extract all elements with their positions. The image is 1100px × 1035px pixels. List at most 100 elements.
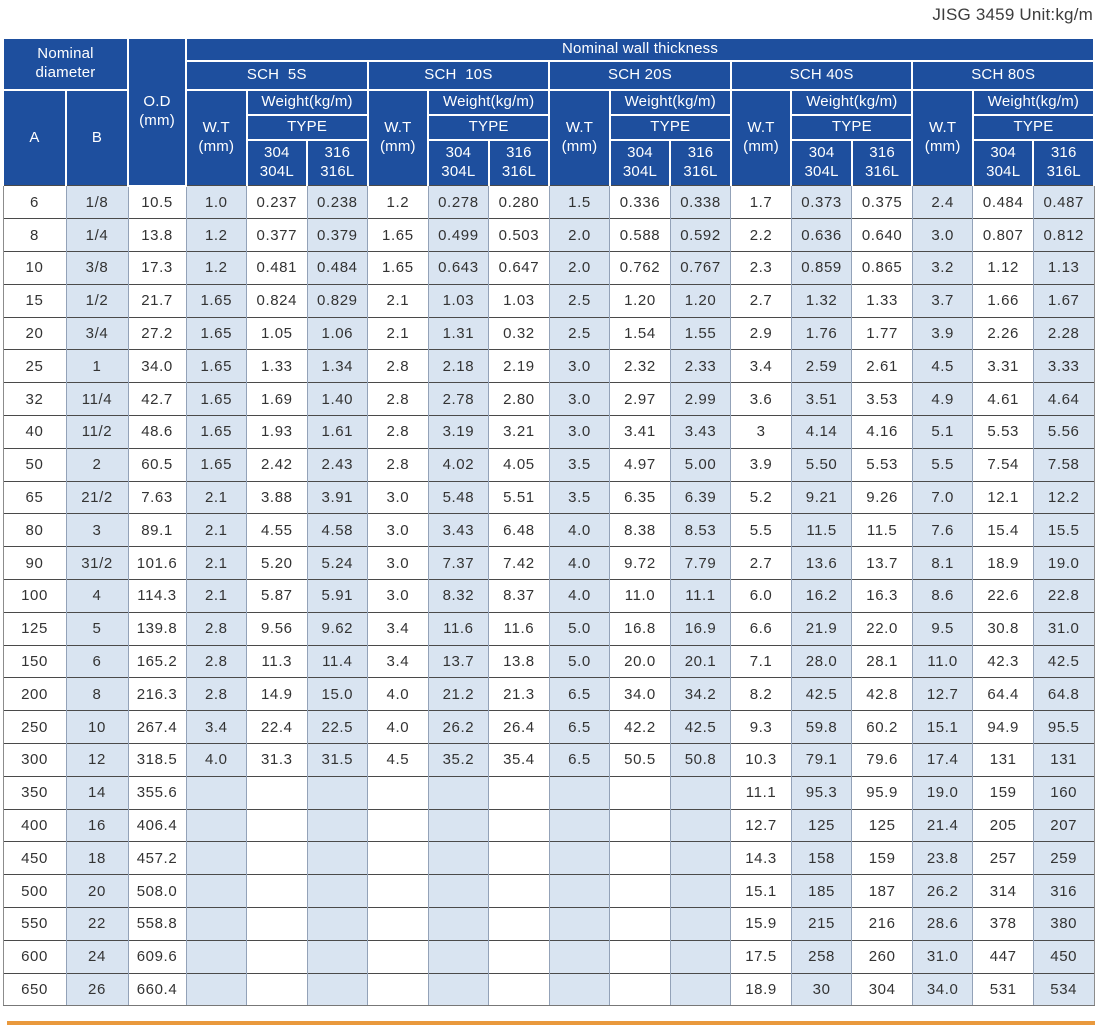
cell: 12.7 xyxy=(911,677,974,711)
cell: 139.8 xyxy=(127,611,187,646)
cell xyxy=(669,874,732,908)
cell: 2.3 xyxy=(730,251,792,285)
cell: 2.1 xyxy=(367,316,429,350)
cell: 15.0 xyxy=(306,677,369,711)
cell xyxy=(246,972,308,1007)
cell: 125 xyxy=(851,808,913,842)
cell: 1.31 xyxy=(427,316,490,350)
cell: 7.58 xyxy=(1032,447,1095,482)
cell: 1/2 xyxy=(65,283,129,318)
cell: 11.6 xyxy=(488,611,550,646)
cell: 131 xyxy=(1032,743,1095,777)
cell: 450 xyxy=(2,841,67,875)
cell: 216 xyxy=(851,907,913,941)
cell: 660.4 xyxy=(127,972,187,1007)
cell: 2.8 xyxy=(367,349,429,383)
cell: 2.5 xyxy=(548,283,611,318)
header-316-20s: 316 316L xyxy=(669,139,732,186)
header-col-a: A xyxy=(2,89,67,186)
cell: 10.3 xyxy=(730,743,792,777)
cell: 13.8 xyxy=(127,218,187,252)
cell: 457.2 xyxy=(127,841,187,875)
cell: 259 xyxy=(1032,841,1095,875)
cell: 19.0 xyxy=(1032,546,1095,580)
cell: 2.8 xyxy=(367,447,429,482)
table-row: 8 1/4 13.8 1.2 0.377 0.379 1.65 0.499 0.503 2.0 0.… xyxy=(2,218,1095,252)
cell xyxy=(246,874,308,908)
cell: 205 xyxy=(972,808,1034,842)
cell: 3/4 xyxy=(65,316,129,350)
header-wt-40s: W.T (mm) xyxy=(729,89,793,186)
cell: 131 xyxy=(972,743,1034,777)
cell: 22.0 xyxy=(851,611,913,646)
table-row: 20 3/4 27.2 1.65 1.05 1.06 2.1 1.31 0.32 2.5 1.54 1… xyxy=(2,316,1095,350)
cell xyxy=(669,841,732,875)
cell: 1.69 xyxy=(246,382,308,416)
cell: 300 xyxy=(2,743,67,777)
cell: 5.5 xyxy=(730,513,792,547)
cell: 3 xyxy=(65,513,129,547)
cell: 14.3 xyxy=(730,841,792,875)
cell: 500 xyxy=(2,874,67,908)
cell: 2.7 xyxy=(730,283,792,318)
cell: 3.31 xyxy=(972,349,1034,383)
cell: 0.503 xyxy=(488,218,550,252)
cell: 4.97 xyxy=(609,447,671,482)
cell: 27.2 xyxy=(127,316,187,350)
cell: 1.34 xyxy=(306,349,369,383)
cell: 1.03 xyxy=(488,283,550,318)
cell: 34.0 xyxy=(127,349,187,383)
cell: 1.65 xyxy=(185,283,248,318)
cell: 64.4 xyxy=(972,677,1034,711)
cell: 10 xyxy=(2,251,67,285)
header-316-10s: 316 316L xyxy=(487,139,551,186)
cell: 531 xyxy=(972,972,1034,1007)
cell: 378 xyxy=(972,907,1034,941)
cell: 4.0 xyxy=(185,743,248,777)
header-316-40s: 316 316L xyxy=(850,139,914,186)
cell: 1.65 xyxy=(185,447,248,482)
cell: 0.588 xyxy=(609,218,671,252)
cell: 3.0 xyxy=(367,546,429,580)
cell: 125 xyxy=(790,808,853,842)
cell: 2.26 xyxy=(972,316,1034,350)
cell: 5.53 xyxy=(972,415,1034,449)
cell xyxy=(306,939,369,974)
cell: 3.41 xyxy=(609,415,671,449)
cell: 3.4 xyxy=(730,349,792,383)
table-row: 400 16 406.4 12.7 125 125 21.4 205 207 xyxy=(2,808,1095,842)
cell: 16 xyxy=(65,808,129,842)
cell: 8 xyxy=(65,677,129,711)
cell: 6.39 xyxy=(669,480,732,514)
cell xyxy=(367,907,429,941)
cell: 0.373 xyxy=(790,184,853,219)
cell: 5 xyxy=(65,611,129,646)
cell: 187 xyxy=(851,874,913,908)
cell: 3.53 xyxy=(851,382,913,416)
cell: 0.32 xyxy=(488,316,550,350)
cell: 4.05 xyxy=(488,447,550,482)
cell: 6.48 xyxy=(488,513,550,547)
cell: 9.72 xyxy=(609,546,671,580)
cell: 30.8 xyxy=(972,611,1034,646)
cell: 1.05 xyxy=(246,316,308,350)
cell: 3.0 xyxy=(367,513,429,547)
cell: 9.26 xyxy=(851,480,913,514)
cell: 0.379 xyxy=(306,218,369,252)
cell: 6.5 xyxy=(548,677,611,711)
header-304-10s: 304 304L xyxy=(427,139,490,186)
table-row: 150 6 165.2 2.8 11.3 11.4 3.4 13.7 13.8 5.0 20.0 20… xyxy=(2,644,1095,678)
cell: 20.0 xyxy=(609,644,671,678)
cell xyxy=(488,841,550,875)
cell: 158 xyxy=(790,841,853,875)
cell: 9.62 xyxy=(306,611,369,646)
cell: 1.2 xyxy=(367,184,429,219)
cell: 3.19 xyxy=(427,415,490,449)
cell: 0.487 xyxy=(1032,184,1095,219)
cell: 31.5 xyxy=(306,743,369,777)
cell xyxy=(427,775,490,810)
cell xyxy=(427,907,490,941)
cell xyxy=(185,775,248,810)
cell xyxy=(609,841,671,875)
cell: 20 xyxy=(2,316,67,350)
